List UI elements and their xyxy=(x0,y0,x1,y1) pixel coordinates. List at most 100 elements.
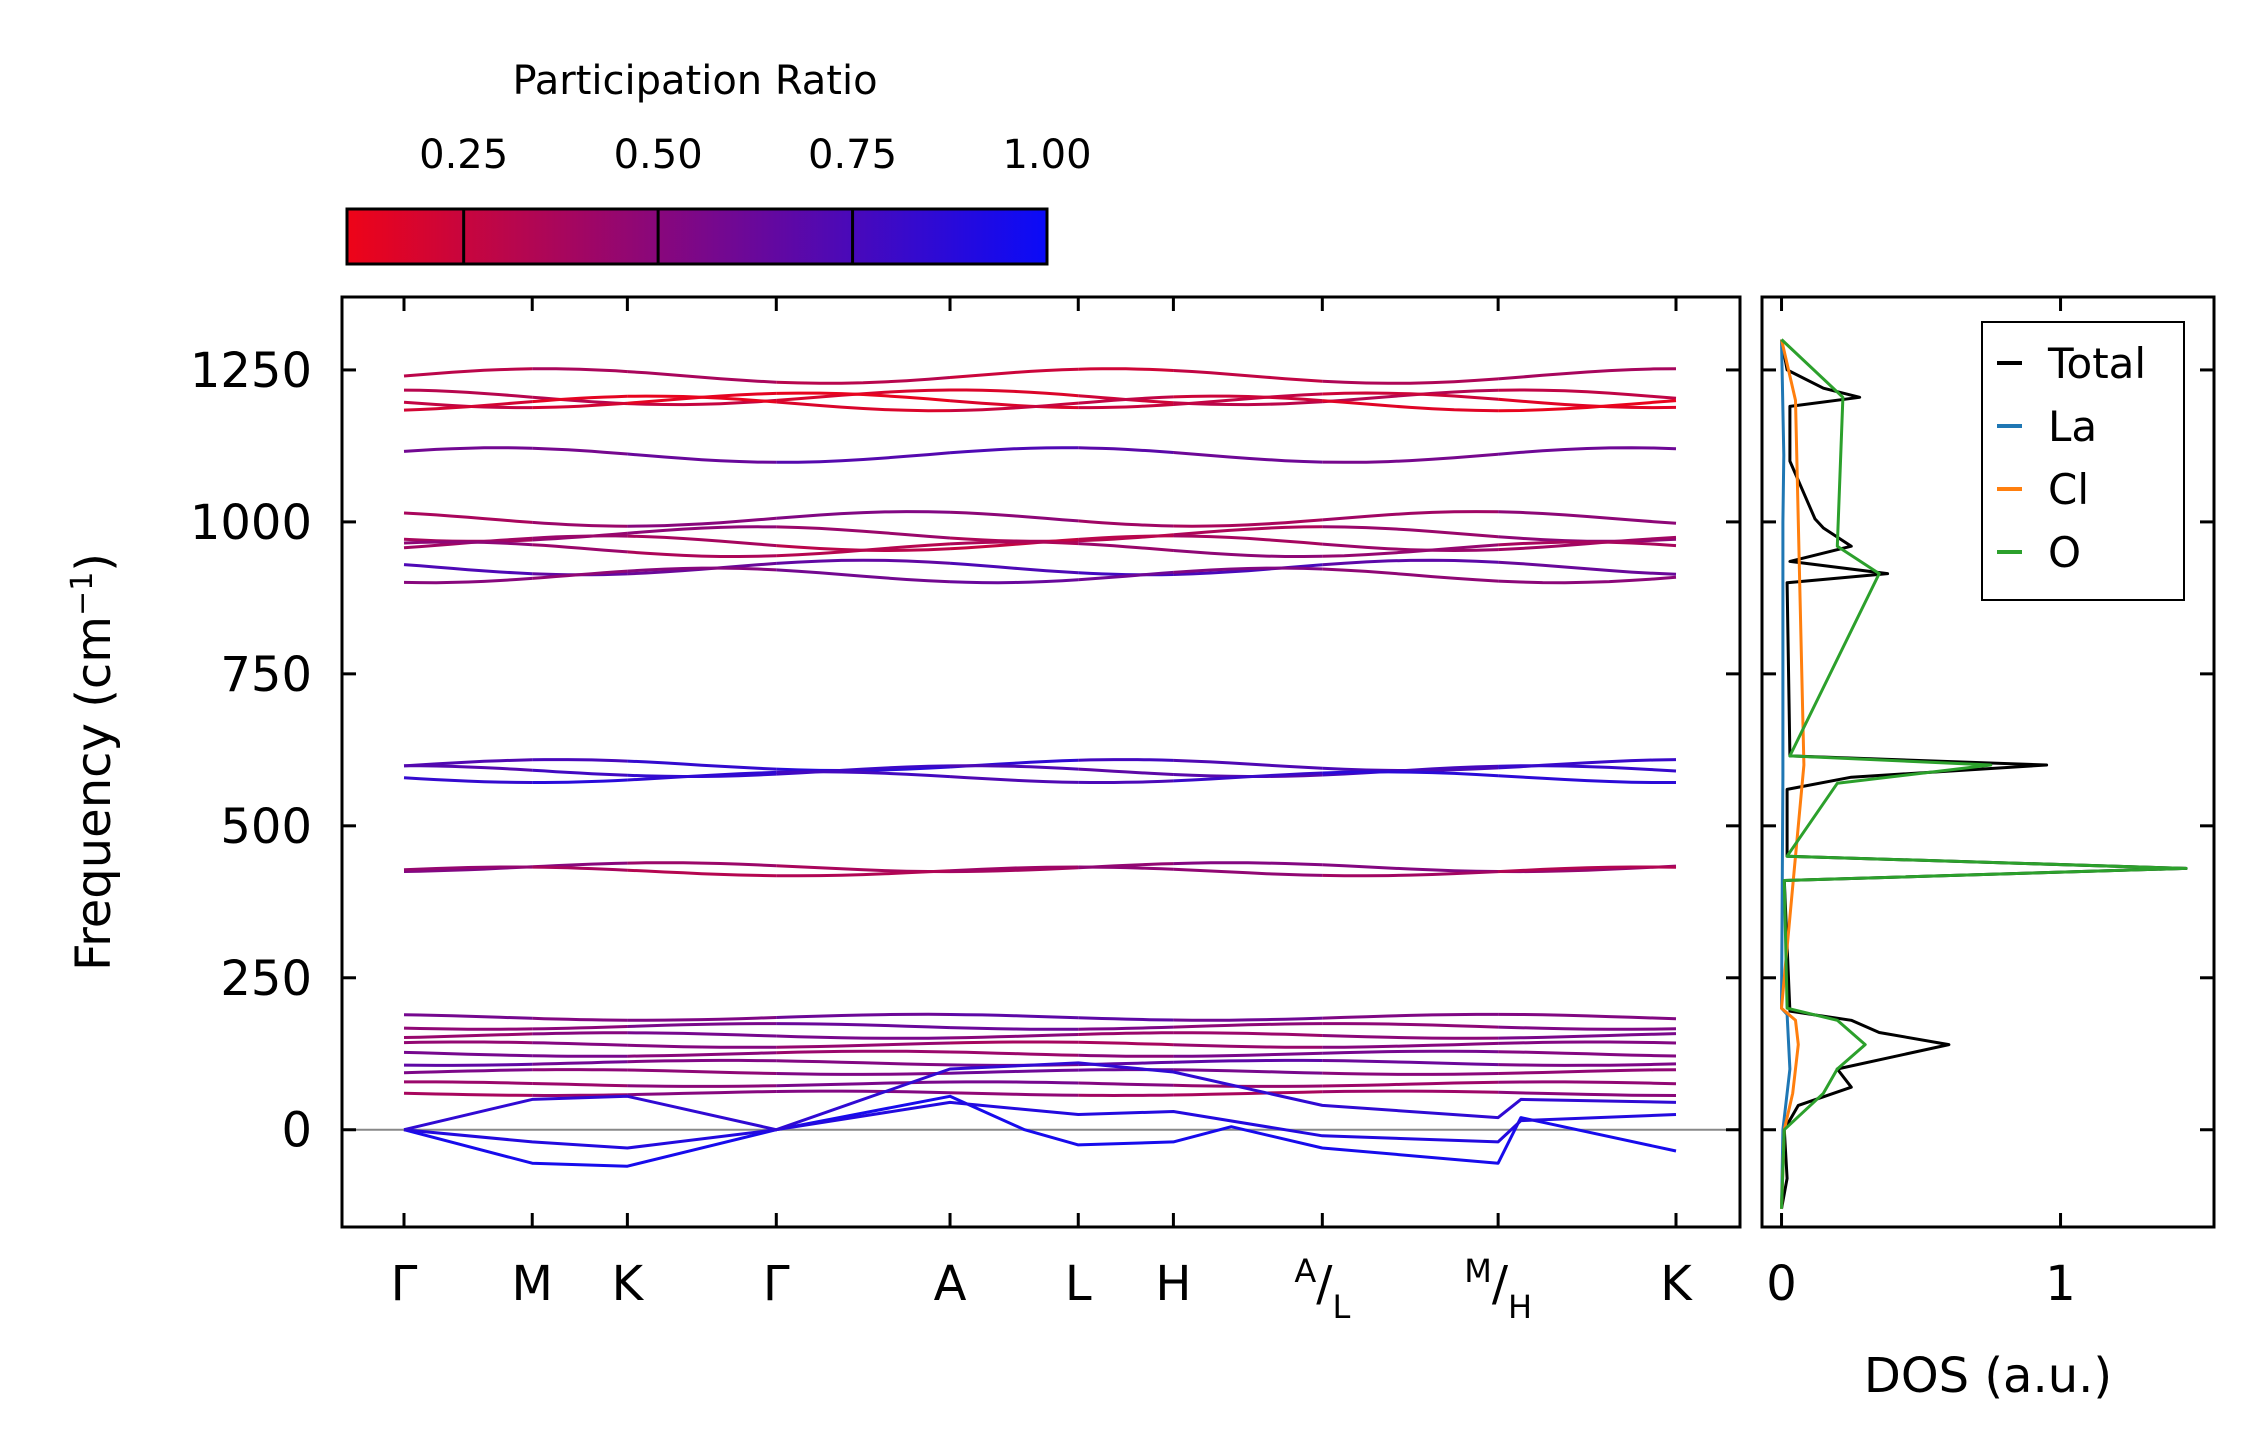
band-line xyxy=(1322,1041,1499,1049)
band-line xyxy=(627,394,777,404)
kpoint-label: Γ xyxy=(763,1256,790,1312)
acoustic-2-band xyxy=(403,1100,1677,1150)
band-line xyxy=(949,578,1079,585)
colorbar-tick-label: 0.25 xyxy=(419,132,508,178)
band-line xyxy=(403,1040,533,1045)
band-panel-frame xyxy=(340,295,1742,1229)
band-line xyxy=(1498,774,1676,784)
band-line xyxy=(1322,1071,1499,1076)
band-line xyxy=(1498,1025,1677,1031)
legend-entry-total: Total xyxy=(2047,339,2146,388)
band-line xyxy=(1078,446,1174,454)
band-line xyxy=(1498,1040,1677,1045)
band-line xyxy=(776,542,951,558)
band-line xyxy=(627,398,777,407)
band-line xyxy=(532,865,628,872)
dos-series-o xyxy=(1780,338,2188,1209)
band-line xyxy=(1078,1025,1174,1031)
band-line xyxy=(1322,1022,1499,1029)
band-line xyxy=(950,388,1079,398)
band-line xyxy=(532,1031,628,1036)
band-line xyxy=(1173,451,1323,464)
band-line xyxy=(627,861,777,868)
band-line xyxy=(403,1026,533,1031)
band-line xyxy=(1497,397,1677,410)
band-line xyxy=(1078,570,1174,582)
band-line xyxy=(1078,403,1174,410)
band-line xyxy=(627,1043,777,1049)
band-line xyxy=(1498,535,1677,552)
band-line xyxy=(1078,1040,1174,1047)
dos-panel-frame xyxy=(1760,295,2216,1229)
band-line xyxy=(532,1093,628,1097)
band-line xyxy=(627,370,777,384)
band-line xyxy=(776,391,951,403)
band-line xyxy=(1498,1050,1677,1058)
band-line xyxy=(949,1091,1079,1097)
band-line xyxy=(532,569,628,580)
band-line xyxy=(1173,771,1323,783)
band-line xyxy=(1173,563,1323,576)
y-tick-label: 750 xyxy=(220,647,312,703)
legend: Total La Cl O xyxy=(1981,321,2185,601)
band-line xyxy=(1173,1016,1323,1022)
band-line xyxy=(949,1040,1079,1045)
colorbar-tick-label: 0.75 xyxy=(808,132,897,178)
y-axis-label: Frequency (cm−1) xyxy=(65,553,122,971)
dos-x-tick-label: 0 xyxy=(1766,1256,1797,1312)
band-line xyxy=(1078,1031,1174,1036)
band-line xyxy=(1173,534,1323,546)
band-line xyxy=(403,446,533,453)
band-line xyxy=(1078,1016,1174,1022)
band-line xyxy=(949,1068,1079,1075)
band-line xyxy=(627,452,777,464)
band-line xyxy=(1078,1081,1174,1087)
band-panel: 0 250 500 750 1000 1250 Γ M K Γ A L H A/L M/H K Frequen… xyxy=(65,295,1742,1326)
band-line xyxy=(1078,395,1174,405)
band-line xyxy=(1173,525,1323,537)
band-line xyxy=(1498,388,1677,400)
band-line xyxy=(627,770,777,782)
band-line xyxy=(1498,1068,1677,1075)
dos-x-axis-label: DOS (a.u.) xyxy=(1864,1348,2112,1404)
band-line xyxy=(949,775,1079,784)
band-line xyxy=(1322,870,1499,878)
band-line xyxy=(627,1084,777,1088)
band-line xyxy=(403,1032,533,1039)
colorbar: Participation Ratio 0.25 0.50 0.75 1.00 xyxy=(345,58,1092,266)
band-line xyxy=(532,394,628,404)
band-line xyxy=(1498,1090,1677,1097)
band-line xyxy=(403,540,533,547)
band-line xyxy=(1322,377,1499,385)
band-line xyxy=(1498,510,1677,525)
band-line xyxy=(532,1041,628,1047)
band-line xyxy=(627,1090,777,1097)
band-line xyxy=(949,540,1079,546)
band-line xyxy=(1322,1080,1499,1088)
band-line xyxy=(1498,865,1677,874)
kpoint-label: H xyxy=(1155,1256,1191,1312)
band-line xyxy=(404,1080,533,1085)
kpoint-label: K xyxy=(1660,1256,1693,1312)
band-line xyxy=(532,1016,628,1022)
legend-entry-o: O xyxy=(2048,528,2081,577)
band-line xyxy=(403,1050,533,1058)
band-line xyxy=(1173,1043,1323,1049)
band-line xyxy=(403,1091,533,1097)
band-line xyxy=(1173,867,1323,877)
band-line xyxy=(949,865,1079,873)
band-line xyxy=(532,401,628,410)
band-line xyxy=(1078,865,1174,871)
band-line xyxy=(776,525,951,540)
kpoint-label: Γ xyxy=(391,1256,418,1312)
band-line xyxy=(1322,525,1499,539)
band-line xyxy=(532,367,628,374)
band-line xyxy=(776,1059,951,1067)
legend-entry-cl: Cl xyxy=(2048,465,2089,514)
band-line xyxy=(1078,519,1174,528)
band-line xyxy=(532,758,628,763)
band-line xyxy=(776,869,951,878)
band-line xyxy=(1322,543,1499,558)
band-line xyxy=(532,1060,628,1066)
band-line xyxy=(949,510,1079,523)
